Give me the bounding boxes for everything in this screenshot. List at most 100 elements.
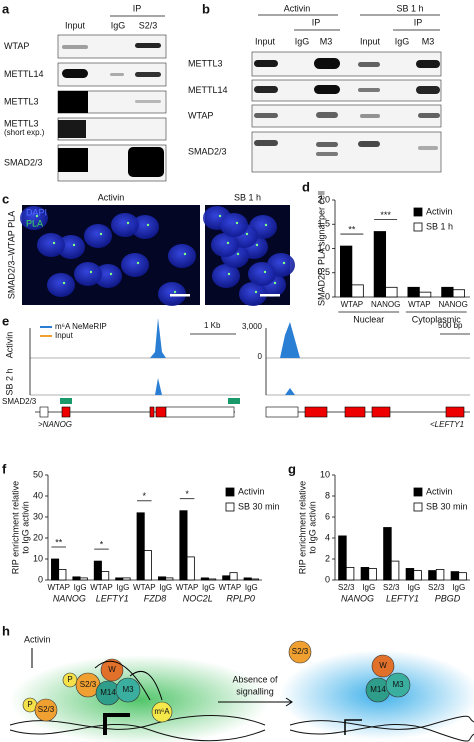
pla-dot: [273, 281, 277, 285]
bar: [385, 286, 398, 298]
pla-dot: [235, 221, 239, 225]
group-label: PBGD: [435, 593, 461, 603]
legend-label: m⁶A NeMeRIP: [55, 322, 107, 331]
protein-label: S2/3: [80, 680, 97, 689]
lane-label: IgG: [111, 20, 126, 30]
pla-dot: [263, 270, 267, 274]
legend-label: Input: [55, 331, 74, 340]
exon: [371, 406, 391, 418]
y-tick-label: 10: [33, 553, 43, 563]
tss-arrow: [344, 719, 362, 735]
pla-dot: [89, 270, 93, 274]
nucleus: [84, 224, 112, 248]
bar: [122, 577, 131, 581]
channel: DAPI: [26, 207, 47, 217]
scale-label: 1 Kb: [204, 321, 221, 330]
bar: [441, 286, 454, 298]
bar: [351, 284, 364, 298]
bar: [143, 550, 152, 581]
y-axis-label: RIP enrichment relative: [10, 481, 20, 574]
blot: [251, 131, 442, 173]
y-tick-label: 0: [38, 574, 43, 584]
band: [110, 73, 124, 76]
row-label: METTL14: [188, 85, 228, 95]
legend-label: Activin: [426, 206, 453, 216]
protein: [151, 701, 173, 723]
bar: [243, 577, 252, 581]
row-label: WTAP: [4, 41, 29, 51]
band: [358, 88, 380, 92]
protein-label: W: [379, 661, 387, 670]
row-label: METTL3: [4, 96, 39, 106]
lane-label: Input: [360, 36, 381, 46]
blot: [57, 62, 167, 87]
band: [316, 112, 338, 118]
band: [58, 148, 88, 172]
y-tick-label: 0.5: [317, 267, 330, 277]
bar: [383, 527, 392, 581]
y-tick-label: 2: [325, 553, 330, 563]
bar: [93, 560, 102, 581]
protein-label: W: [108, 665, 116, 674]
blot: [251, 79, 442, 102]
bar: [165, 577, 174, 581]
ip-label: IP: [312, 17, 321, 27]
track-label: SMAD2/3: [2, 397, 37, 406]
x-tick-label: IgG: [362, 583, 375, 592]
x-tick-label: IgG: [159, 583, 172, 592]
blot: [251, 51, 442, 77]
group-label: NOC2L: [183, 593, 213, 603]
condition: SB 1 h: [234, 192, 261, 202]
nucleus: [121, 253, 149, 277]
protein-label: P: [67, 675, 72, 684]
pla-dot: [109, 272, 113, 276]
legend-swatch: [413, 487, 423, 497]
pla-dot: [245, 232, 249, 236]
band: [416, 60, 440, 68]
y-tick-label: 1.5: [317, 219, 330, 229]
bar: [72, 576, 81, 581]
y-tick-label: 6: [325, 511, 330, 521]
pla-dot: [35, 214, 39, 218]
nucleus: [220, 213, 248, 237]
nucleus: [74, 262, 102, 286]
band: [418, 146, 438, 150]
panel-label: e: [2, 313, 9, 328]
legend-label: Activin: [238, 486, 265, 496]
panel-label: f: [2, 461, 7, 476]
pla-dot: [126, 221, 130, 225]
x-tick-label: IgG: [116, 583, 129, 592]
glow: [10, 655, 270, 742]
legend-label: SB 30 min: [426, 501, 468, 511]
group-label: FZD8: [144, 593, 167, 603]
band: [316, 142, 338, 147]
significance: *: [185, 489, 189, 499]
condition: SB 1 h: [396, 3, 423, 13]
significance: **: [55, 537, 63, 547]
protein: [115, 677, 141, 703]
protein: [371, 654, 395, 678]
x-tick-label: WTAP: [176, 583, 199, 592]
group-label: LEFTY1: [386, 593, 419, 603]
bar: [407, 286, 420, 298]
pla-dot: [254, 290, 258, 294]
track-max: 3,000: [242, 322, 263, 331]
nucleus: [248, 262, 276, 286]
exon: [39, 406, 49, 418]
x-tick-label: WTAP: [341, 300, 364, 309]
row-label: SMAD2/3: [4, 157, 43, 167]
bar: [405, 568, 415, 581]
pla-dot: [236, 252, 240, 256]
x-tick-label: WTAP: [408, 300, 431, 309]
peak: [60, 398, 72, 404]
condition: Activin: [98, 192, 125, 202]
y-tick-label: 2.0: [317, 194, 330, 204]
lane-label: M3: [320, 36, 333, 46]
legend-label: SB 30 min: [238, 501, 280, 511]
band: [135, 72, 161, 77]
blot: [251, 104, 442, 128]
bar: [435, 569, 445, 581]
x-tick-label: S2/3: [428, 583, 445, 592]
band: [254, 140, 278, 146]
pla-dot: [282, 261, 286, 265]
